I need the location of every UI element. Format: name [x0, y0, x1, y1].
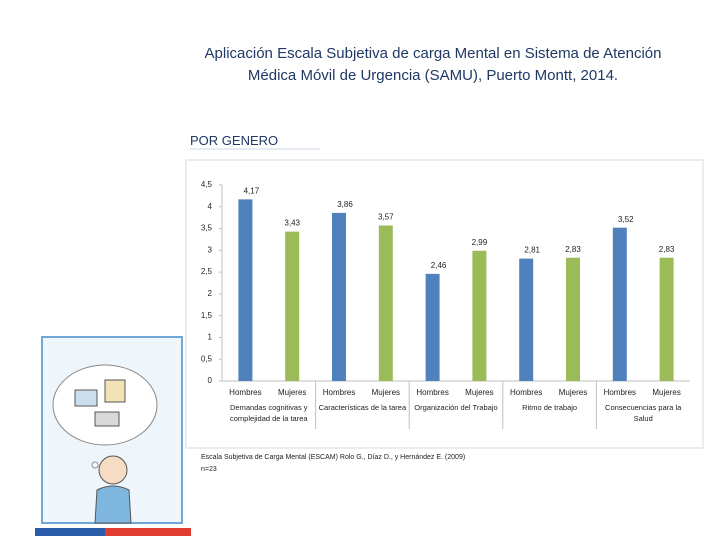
data-label: 2,46	[431, 261, 447, 270]
group-label-box: Características de la tarea	[318, 403, 407, 412]
x-tick-label: Mujeres	[652, 388, 680, 397]
bar	[519, 258, 534, 381]
x-tick-label: Mujeres	[559, 388, 587, 397]
bar	[425, 273, 440, 381]
group-label-box: Demandas cognitivas y complejidad de la …	[230, 403, 308, 423]
group-label: Ritmo de trabajo	[522, 403, 578, 412]
data-label: 2,99	[472, 238, 488, 247]
section-heading: POR GENERO	[190, 133, 320, 150]
group-label-box: Consecuencias para la Salud	[605, 403, 682, 423]
y-tick-label: 4,5	[201, 180, 213, 189]
source: Escala Subjetiva de Carga Mental (ESCAM)…	[201, 454, 465, 461]
x-tick-label: Mujeres	[278, 388, 306, 397]
y-tick-label: 3	[208, 245, 213, 254]
data-label: 2,81	[524, 246, 540, 255]
x-tick-label: Hombres	[323, 388, 355, 397]
bar	[659, 257, 674, 381]
y-tick-label: 1,5	[201, 311, 213, 320]
bar	[566, 257, 580, 381]
bar	[472, 250, 487, 381]
bar	[332, 212, 346, 381]
x-tick-label: Hombres	[416, 388, 448, 397]
y-tick-label: 4	[208, 202, 213, 211]
group-label: Organización del Trabajo	[414, 403, 498, 412]
footer-bar	[35, 528, 105, 536]
clipart	[41, 336, 183, 524]
bar	[378, 225, 393, 381]
data-label: 2,83	[565, 245, 581, 254]
data-label: 2,83	[659, 245, 675, 254]
title: Aplicación Escala Subjetiva de carga Men…	[204, 45, 662, 62]
data-label: 3,52	[618, 215, 634, 224]
x-tick-label: Hombres	[604, 388, 636, 397]
data-label: 4,17	[244, 186, 260, 195]
y-tick-label: 0	[208, 376, 213, 385]
x-tick-label: Hombres	[510, 388, 542, 397]
y-tick-label: 2	[208, 289, 213, 298]
group-label: Demandas cognitivas y complejidad de la …	[230, 403, 308, 423]
bar	[285, 231, 300, 381]
y-tick-label: 2,5	[201, 267, 213, 276]
group-label: Características de la tarea	[318, 403, 407, 412]
sample-size: n=23	[201, 466, 217, 473]
data-label: 3,57	[378, 213, 394, 222]
footer-bar	[105, 528, 191, 536]
y-tick-label: 3,5	[201, 224, 213, 233]
group-label-box: Organización del Trabajo	[414, 403, 498, 412]
bar	[612, 227, 627, 381]
x-tick-label: Hombres	[229, 388, 261, 397]
y-tick-label: 1	[208, 333, 213, 342]
data-label: 3,86	[337, 200, 353, 209]
y-tick-label: 0,5	[201, 354, 213, 363]
group-label-box: Ritmo de trabajo	[522, 403, 578, 412]
group-label: Consecuencias para la Salud	[605, 403, 682, 423]
x-tick-label: Mujeres	[465, 388, 493, 397]
data-label: 3,43	[284, 219, 300, 228]
bar	[238, 199, 253, 381]
title: Médica Móvil de Urgencia (SAMU), Puerto …	[247, 67, 619, 84]
x-tick-label: Mujeres	[372, 388, 400, 397]
